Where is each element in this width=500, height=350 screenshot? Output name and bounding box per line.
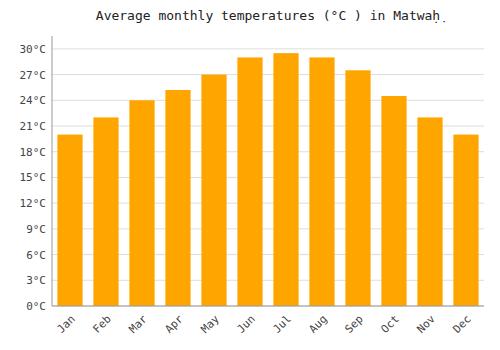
bar [417, 117, 442, 306]
x-axis-line [52, 306, 484, 307]
bar [129, 100, 154, 306]
bar [309, 57, 334, 306]
bars [57, 53, 478, 306]
x-tick-label: Nov [415, 312, 439, 336]
bar [273, 53, 298, 306]
y-tick-label: 0°C [26, 300, 46, 313]
bar [345, 70, 370, 306]
chart: Average monthly temperatures (°C ) in Ma… [0, 0, 500, 350]
y-tick-label: 30°C [20, 43, 47, 56]
y-axis-line [52, 36, 53, 306]
x-tick-label: Feb [91, 313, 114, 336]
x-tick-label: May [199, 312, 223, 336]
x-tick-label: Apr [163, 312, 187, 336]
y-axis: 0°C 3°C 6°C 9°C 12°C 15°C 18°C 21°C 24°C 27°C 30°C [20, 43, 485, 313]
bar [165, 90, 190, 306]
x-tick-label: Mar [127, 312, 151, 336]
x-axis: Jan Feb Mar Apr May Jun Jul Aug Sep Oct Nov Dec [55, 312, 474, 336]
bar [237, 57, 262, 306]
y-tick-label: 27°C [20, 69, 47, 82]
x-tick-label: Dec [451, 313, 474, 336]
y-tick-label: 21°C [20, 120, 47, 133]
grid-line [52, 306, 484, 307]
bar [201, 75, 226, 306]
y-tick-label: 6°C [26, 249, 46, 262]
x-tick-label: Sep [343, 313, 366, 336]
bar [381, 96, 406, 306]
grid-line [52, 48, 484, 49]
y-tick-label: 12°C [20, 197, 47, 210]
grid-line [52, 74, 484, 75]
y-tick-label: 9°C [26, 223, 46, 236]
x-tick-label: Aug [307, 313, 330, 336]
x-tick-label: Jul [271, 313, 294, 336]
x-tick-label: Jun [235, 313, 258, 336]
x-tick-label: Oct [379, 313, 402, 336]
chart-container: Average monthly temperatures (°C ) in Ma… [0, 0, 500, 350]
y-tick-label: 24°C [20, 94, 47, 107]
y-tick-label: 15°C [20, 171, 47, 184]
bar [453, 135, 478, 306]
title: Average monthly temperatures (°C ) in Ma… [96, 8, 445, 23]
y-tick-label: 18°C [20, 146, 47, 159]
bar [93, 117, 118, 306]
bar [57, 135, 82, 306]
grid-line [52, 100, 484, 101]
y-tick-label: 3°C [26, 274, 46, 287]
x-tick-label: Jan [55, 313, 78, 336]
